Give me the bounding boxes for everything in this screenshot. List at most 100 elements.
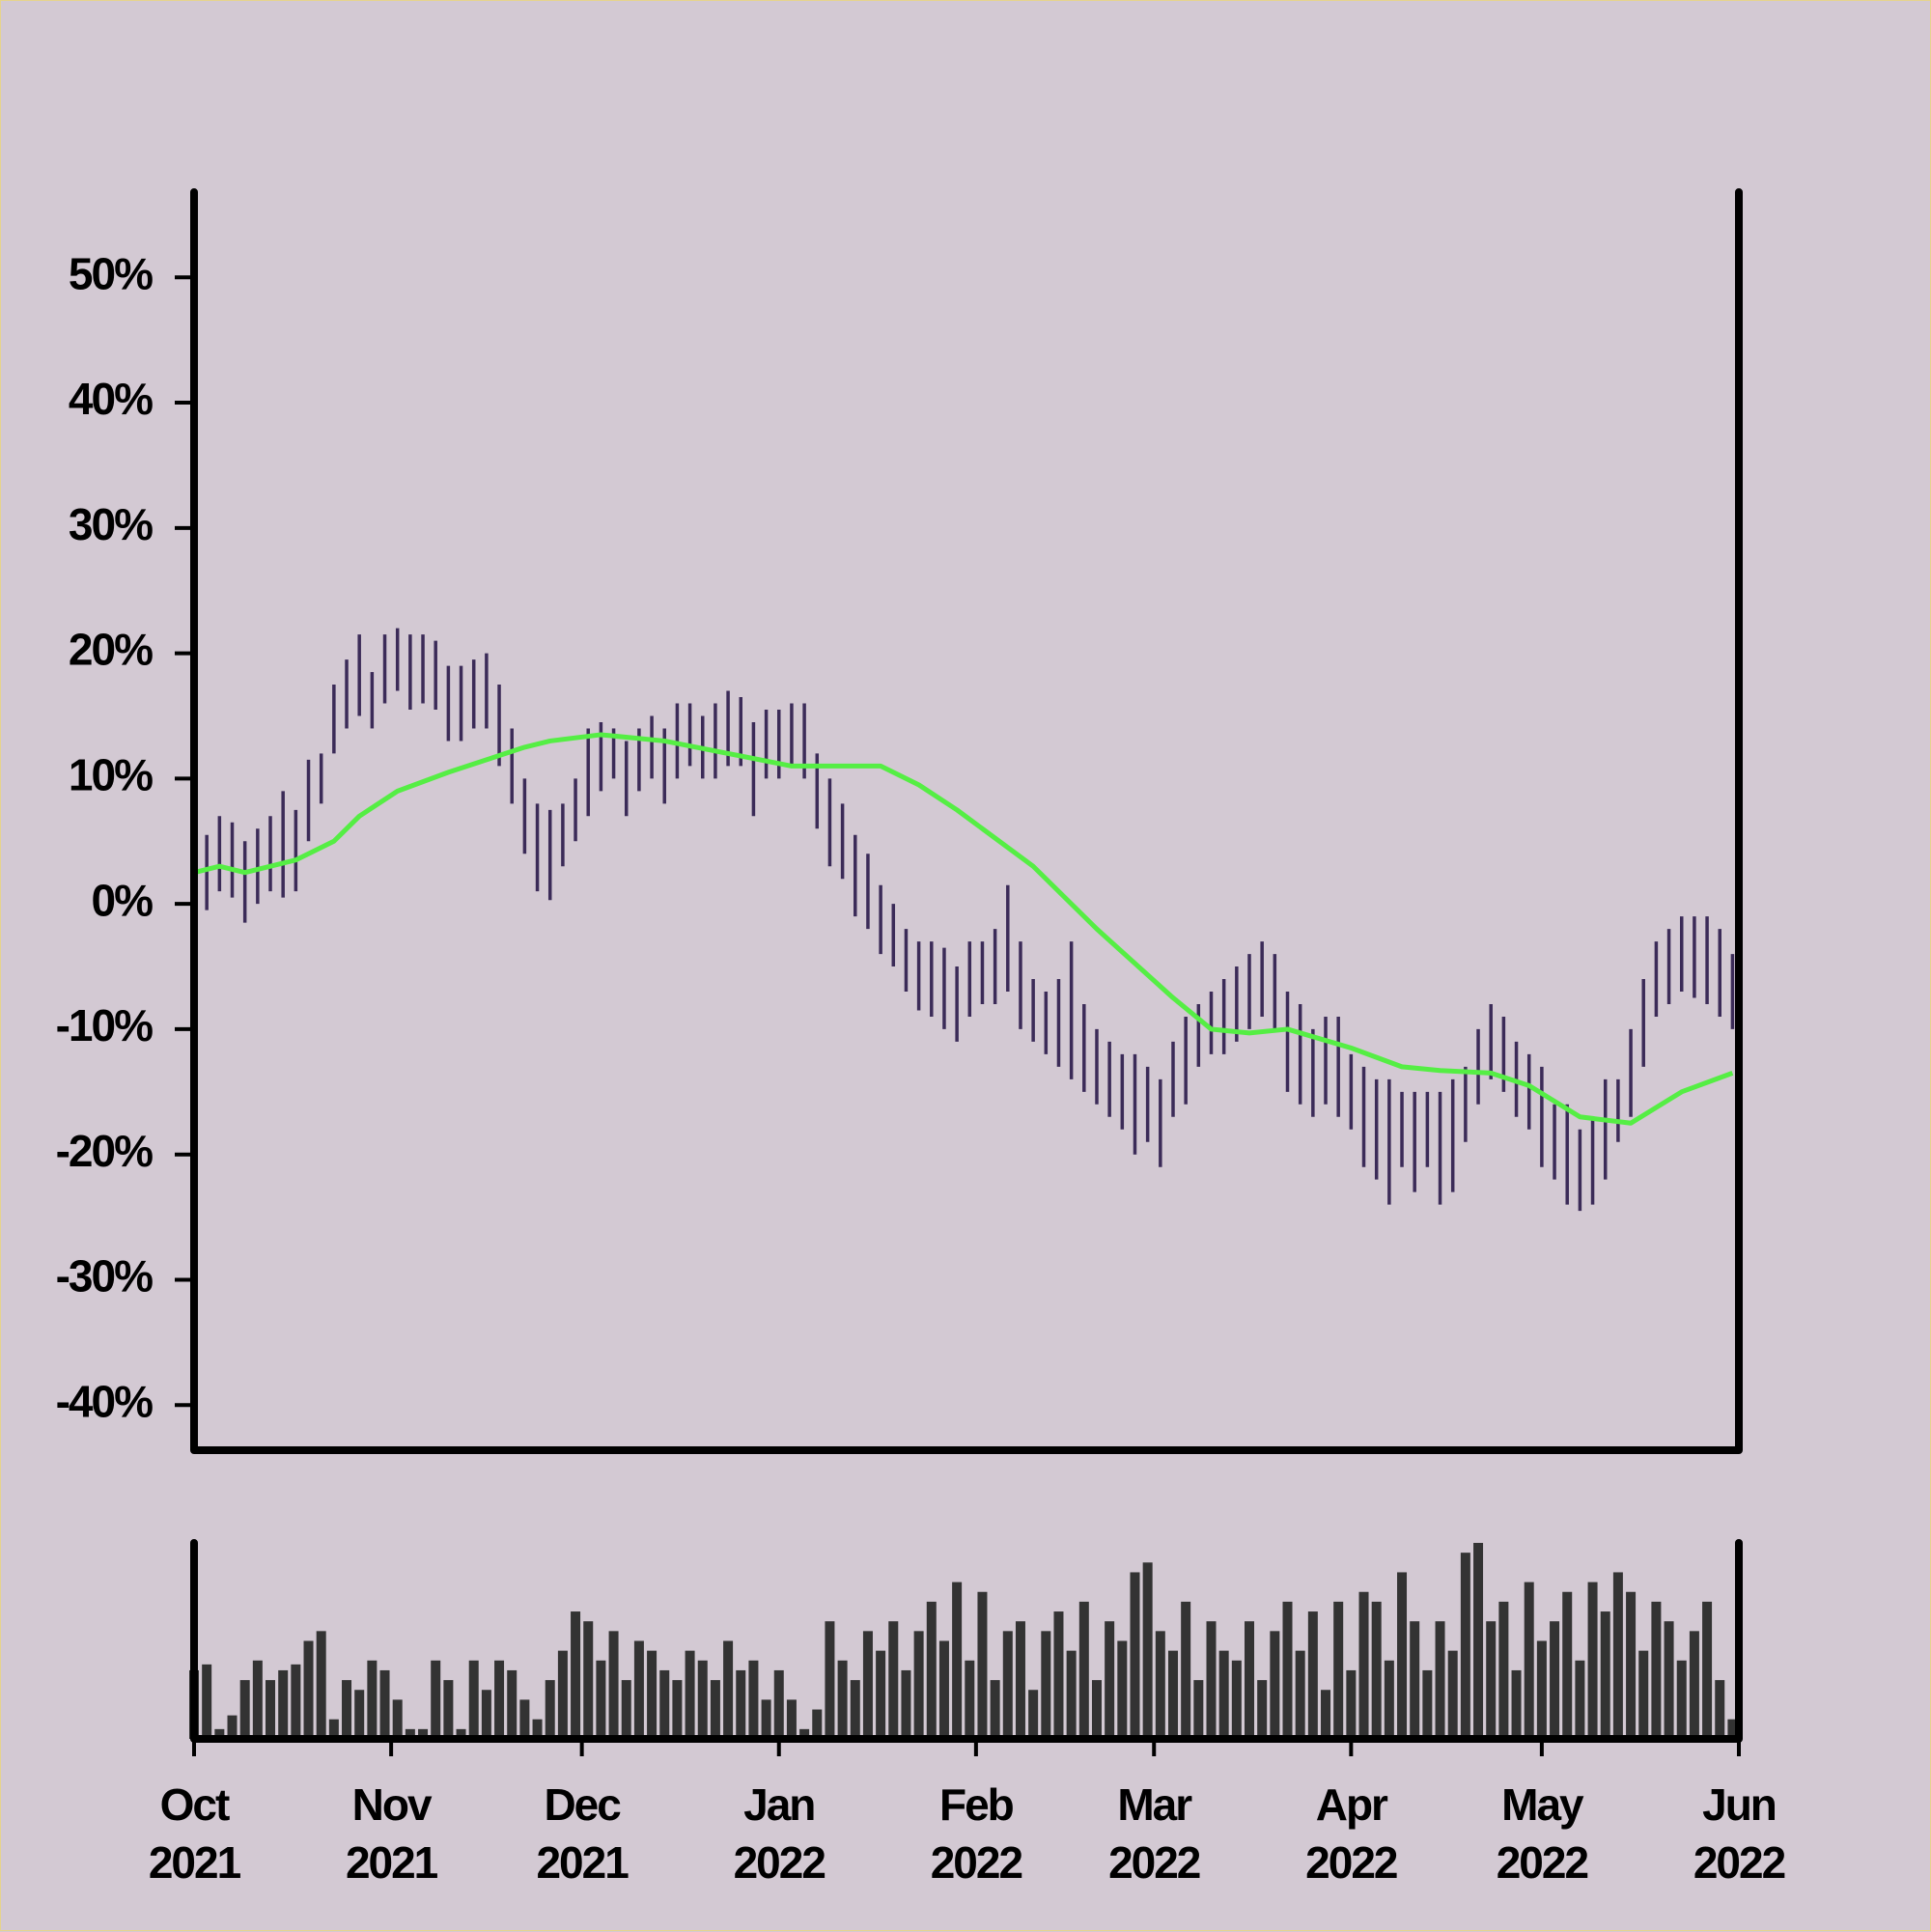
volume-bar — [1626, 1591, 1637, 1739]
y-tick-label: 0% — [92, 875, 154, 925]
volume-bar — [367, 1660, 378, 1739]
volume-bar — [1155, 1631, 1165, 1739]
volume-bar — [952, 1582, 963, 1739]
volume-bar — [443, 1680, 454, 1739]
volume-bar — [837, 1660, 848, 1739]
x-tick-label: Oct 2021 — [148, 1779, 241, 1888]
volume-bar — [1346, 1669, 1357, 1739]
volume-bar — [1397, 1572, 1408, 1739]
volume-bar — [596, 1660, 606, 1739]
volume-bar — [659, 1669, 670, 1739]
x-tick-label: Mar 2022 — [1108, 1779, 1201, 1888]
volume-bar — [1676, 1660, 1687, 1739]
volume-bar — [938, 1640, 949, 1739]
volume-bar — [1282, 1601, 1293, 1739]
volume-bar — [1218, 1650, 1229, 1739]
volume-bar — [1562, 1591, 1573, 1739]
volume-bar — [239, 1680, 250, 1739]
x-tick-label: Feb 2022 — [930, 1779, 1023, 1888]
volume-bar — [1689, 1631, 1699, 1739]
volume-bar — [266, 1680, 276, 1739]
y-tick-label: -40% — [56, 1376, 153, 1426]
volume-bar — [468, 1660, 479, 1739]
volume-bar — [481, 1690, 491, 1739]
volume-bar — [1041, 1631, 1051, 1739]
y-tick-label: 40% — [69, 374, 153, 424]
volume-bar — [1181, 1601, 1191, 1739]
volume-bar — [710, 1680, 720, 1739]
price-axes — [190, 188, 1743, 1454]
volume-bar — [545, 1680, 555, 1739]
volume-bar — [748, 1660, 759, 1739]
volume-bar — [1091, 1680, 1102, 1739]
volume-bar — [418, 1728, 429, 1739]
y-tick-label: 10% — [69, 750, 153, 800]
volume-bar — [1053, 1611, 1064, 1739]
volume-bar — [202, 1664, 212, 1739]
volume-bar — [965, 1660, 975, 1739]
volume-bar — [888, 1621, 899, 1739]
volume-bar — [342, 1680, 352, 1739]
volume-bar — [1078, 1601, 1089, 1739]
volume-bar — [1727, 1719, 1738, 1739]
volume-bar — [1028, 1690, 1039, 1739]
volume-bar — [1358, 1591, 1369, 1739]
volume-bar — [608, 1631, 619, 1739]
volume-bar — [1142, 1562, 1153, 1739]
x-tick-label: Apr 2022 — [1305, 1779, 1398, 1888]
volume-bar — [647, 1650, 658, 1739]
volume-bar — [633, 1640, 644, 1739]
volume-bar — [1206, 1621, 1217, 1739]
volume-bar — [672, 1680, 683, 1739]
volume-bar — [1612, 1572, 1623, 1739]
x-tick-label: Dec 2021 — [536, 1779, 629, 1888]
volume-bar — [1333, 1601, 1344, 1739]
volume-bar — [354, 1690, 365, 1739]
volume-bar — [303, 1640, 314, 1739]
volume-bar — [1575, 1660, 1585, 1739]
x-tick-label: Jun 2022 — [1693, 1779, 1786, 1888]
volume-bar — [1295, 1650, 1305, 1739]
volume-bar — [1371, 1601, 1382, 1739]
volume-bar — [761, 1699, 771, 1739]
volume-bar — [431, 1660, 441, 1739]
x-tick-label: May 2022 — [1496, 1779, 1589, 1888]
volume-bar — [876, 1650, 886, 1739]
volume-bar — [392, 1699, 403, 1739]
volume-bar — [1702, 1601, 1713, 1739]
volume-bar — [1321, 1690, 1331, 1739]
volume-bar — [1435, 1621, 1445, 1739]
x-tick-label: Nov 2021 — [345, 1779, 438, 1888]
volume-bar — [291, 1664, 301, 1739]
volume-bar — [1066, 1650, 1077, 1739]
volume-bar — [685, 1650, 695, 1739]
volume-bar — [1410, 1621, 1420, 1739]
x-tick-label: Jan 2022 — [733, 1779, 826, 1888]
volume-bar — [862, 1631, 873, 1739]
volume-bar — [328, 1719, 339, 1739]
volume-bar — [825, 1621, 835, 1739]
volume-bar — [1587, 1582, 1598, 1739]
volume-bar — [1231, 1660, 1242, 1739]
volume-bar — [697, 1660, 708, 1739]
volume-bar — [316, 1631, 326, 1739]
volume-bar — [1715, 1680, 1725, 1739]
volume-bar — [812, 1709, 823, 1739]
volume-bar — [214, 1728, 225, 1739]
volume-bar — [1257, 1680, 1268, 1739]
volume-bar — [1486, 1621, 1497, 1739]
volume-bar — [1524, 1582, 1534, 1739]
y-tick-label: -20% — [56, 1126, 153, 1176]
volume-bar — [786, 1699, 797, 1739]
volume-bar — [1550, 1621, 1560, 1739]
volume-bar — [1167, 1650, 1178, 1739]
volume-bar — [1600, 1611, 1610, 1739]
y-tick-label: -30% — [56, 1251, 153, 1302]
y-tick-label: -10% — [56, 1000, 153, 1050]
volume-bar — [1460, 1553, 1470, 1739]
volume-axes — [190, 1539, 1743, 1743]
volume-bar — [1651, 1601, 1662, 1739]
volume-bar — [773, 1669, 784, 1739]
